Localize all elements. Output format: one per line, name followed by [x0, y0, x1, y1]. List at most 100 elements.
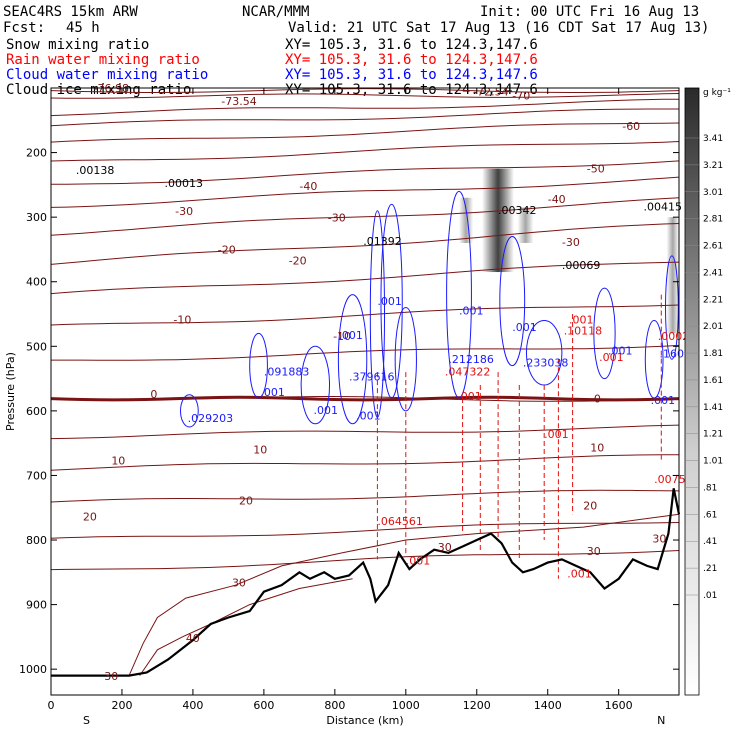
isotherm-label: 30 [587, 545, 601, 558]
cloud-water-label: .001 [314, 404, 339, 417]
isotherm-label: -72.54 [473, 86, 508, 99]
y-tick-label: 200 [26, 147, 47, 160]
field-name-cloud-water: Cloud water mixing ratio [6, 67, 209, 83]
rain-water-label: .001 [567, 567, 592, 580]
colorbar-unit: g kg⁻¹ [703, 88, 731, 98]
cloud-water-label: .001 [459, 305, 484, 318]
x-tick-label: 800 [324, 699, 345, 712]
center-label: NCAR/MMM [242, 4, 310, 20]
snow-maximum-label: .00342 [498, 204, 537, 217]
isotherm-line [50, 93, 680, 99]
y-tick-label: 300 [26, 211, 47, 224]
x-tick-label: 1400 [534, 699, 562, 712]
isotherm-line [51, 344, 680, 361]
isotherm-label: 30 [232, 577, 246, 590]
field-name-snow: Snow mixing ratio [6, 37, 150, 53]
isotherm-line [50, 176, 680, 208]
y-tick-label: 500 [26, 340, 47, 353]
init-time: Init: 00 UTC Fri 16 Aug 13 [480, 4, 700, 20]
field-xy-cloud-water: XY= 105.3, 31.6 to 124.3,147.6 [285, 67, 538, 83]
isotherm-line [50, 122, 680, 143]
isotherm-line [128, 513, 680, 676]
forecast-label: Fcst: [3, 20, 46, 36]
x-tick-label: 1600 [605, 699, 633, 712]
isotherm-line [50, 197, 680, 236]
y-axis-label: Pressure (hPa) [4, 352, 17, 431]
isotherm-line [50, 98, 680, 117]
snow-column [517, 207, 534, 243]
colorbar-label: 2.81 [703, 215, 723, 225]
colorbar-label: 3.01 [703, 188, 723, 198]
isotherm-label: 0 [594, 392, 601, 405]
isotherm-label: -10 [333, 330, 351, 343]
isotherm-label: -73.54 [221, 95, 256, 108]
rain-water-label: .047322 [445, 365, 491, 378]
colorbar: 3.41 3.21 3.01 2.81 2.61 2.41 2.21 2.01 1.81 1.61… [684, 87, 731, 696]
cloud-water-label: .001 [608, 345, 633, 358]
isotherm-label: 0 [150, 388, 157, 401]
cloud-water-label: .001 [338, 329, 363, 342]
isotherm-line [50, 454, 679, 471]
cloud-water-contour [300, 345, 331, 425]
colorbar-label: .21 [703, 564, 717, 574]
colorbar-label: 1.61 [703, 376, 723, 386]
cloud-water-label: .379616 [349, 371, 395, 384]
rain-water-label: .001 [457, 390, 482, 403]
colorbar-label: 1.81 [703, 349, 723, 359]
snow-maximum-label: .00069 [562, 259, 601, 272]
colorbar-label: 3.41 [703, 134, 723, 144]
colorbar-label: 2.01 [703, 322, 723, 332]
x-tick-label: 600 [253, 699, 274, 712]
rain-water-label: .001 [599, 351, 624, 364]
cloud-water-contour [644, 319, 664, 399]
isotherm-label: -50 [587, 163, 605, 176]
rain-water-label: .0002 [658, 330, 690, 343]
colorbar-label: .01 [703, 591, 717, 601]
north-label: N [657, 714, 665, 727]
isotherm-label: 20 [583, 500, 597, 513]
cloud-water-contours [180, 190, 679, 428]
rain-water-contours [376, 294, 662, 579]
cloud-water-contour [369, 210, 386, 418]
snow-maximum-label: .00138 [76, 164, 115, 177]
cloud-water-contour [593, 287, 616, 380]
snow-maximum-label: .00013 [165, 177, 204, 190]
field-xy-rain: XY= 105.3, 31.6 to 124.3,147.6 [285, 52, 538, 68]
isotherm-label: -30 [328, 212, 346, 225]
isotherm-label: 30 [438, 541, 452, 554]
colorbar-label: 2.21 [703, 295, 723, 305]
colorbar-label: 2.61 [703, 242, 723, 252]
isotherm-label: 30 [652, 533, 666, 546]
field-name-cloud-ice: Cloud ice mixing ratio [6, 82, 192, 98]
cloud-water-contour [380, 203, 403, 399]
cloud-water-contour [394, 307, 417, 412]
cloud-water-contour [337, 294, 368, 425]
isotherm-label: 40 [186, 632, 200, 645]
y-tick-label: 1000 [19, 663, 47, 676]
field-name-rain: Rain water mixing ratio [6, 52, 200, 68]
isotherm-line [50, 108, 679, 127]
x-tick-label: 1000 [392, 699, 420, 712]
isotherm-line [50, 489, 680, 503]
x-tick-label: 1200 [463, 699, 491, 712]
rain-water-label: .001 [544, 428, 569, 441]
y-tick-label: 800 [26, 534, 47, 547]
isotherm-label: -20 [289, 254, 307, 267]
y-tick-label: 700 [26, 469, 47, 482]
isotherm-label: -30 [175, 205, 193, 218]
isotherm-label: 10 [111, 454, 125, 467]
cloud-water-label: .1609 [659, 347, 691, 360]
plot-frame [50, 87, 680, 696]
y-tick-label: 600 [26, 405, 47, 418]
terrain-surface [51, 488, 681, 677]
cloud-water-contour [499, 236, 526, 367]
cloud-water-label: .001 [512, 321, 537, 334]
isotherm-line [139, 578, 353, 676]
rain-water-label: .001 [569, 314, 594, 327]
isotherm-label: 10 [253, 443, 267, 456]
colorbar-label: .41 [703, 537, 717, 547]
snow-column [666, 217, 679, 334]
terrain-line [51, 488, 681, 677]
isotherm-label: -20 [218, 243, 236, 256]
cloud-water-label: .233038 [523, 356, 569, 369]
